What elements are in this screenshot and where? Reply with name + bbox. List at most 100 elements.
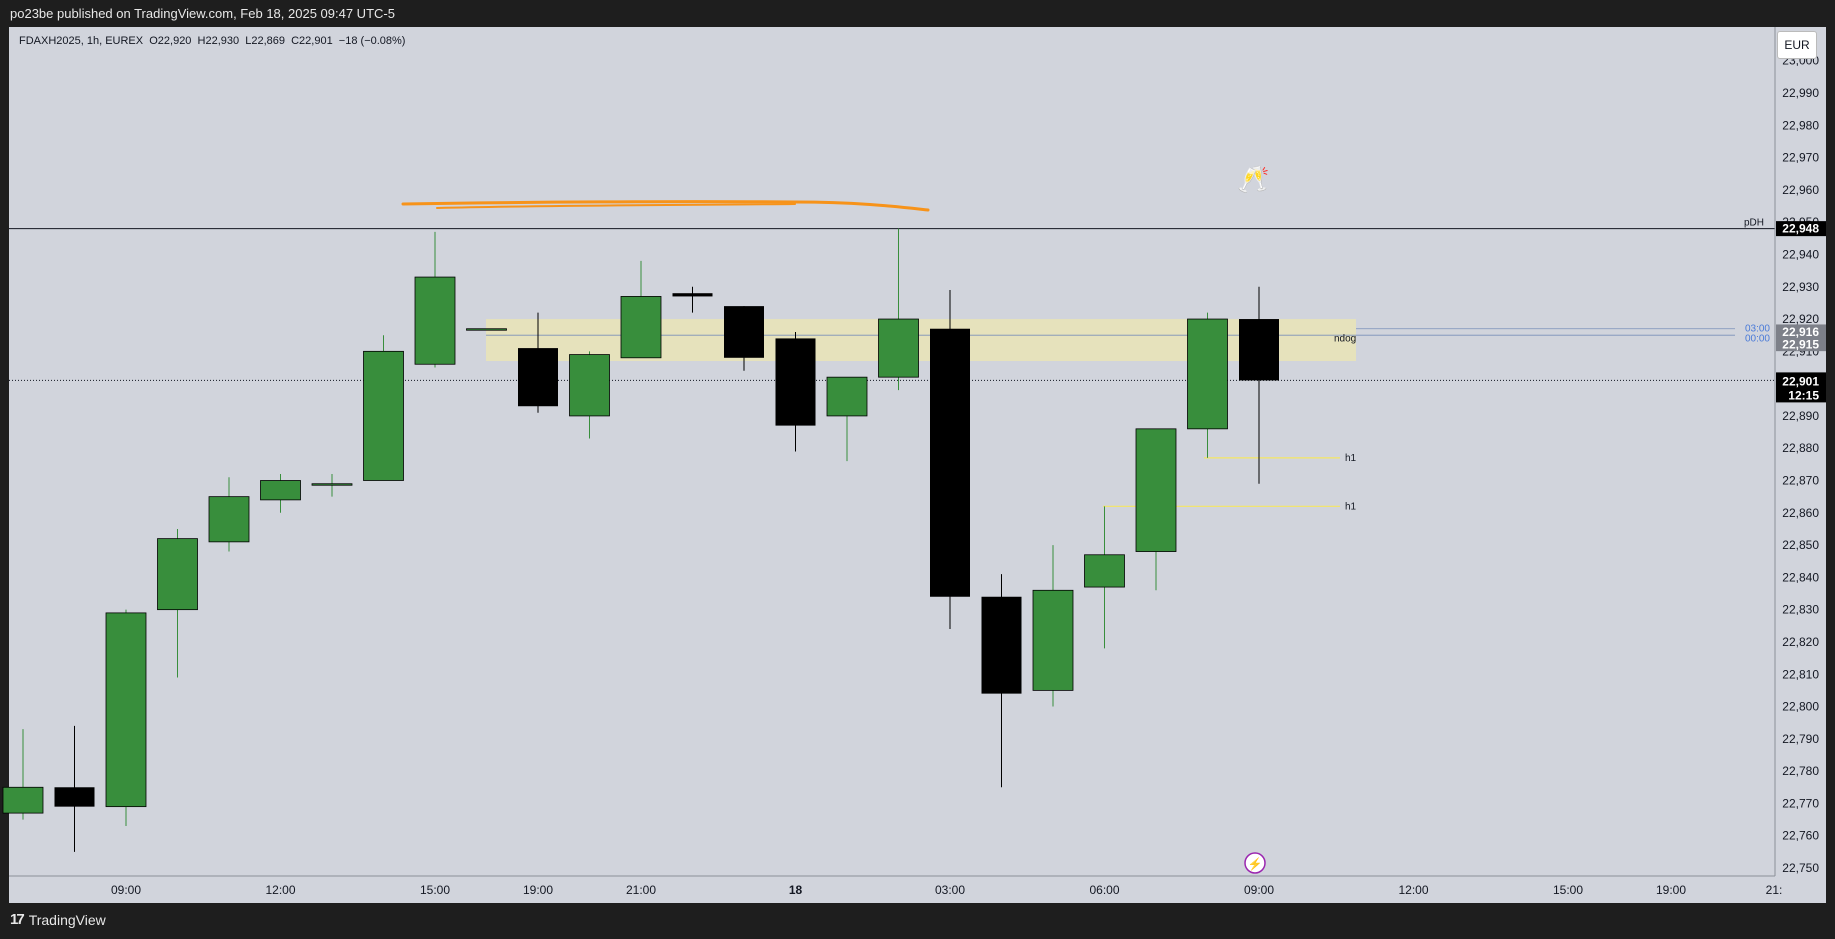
candle-body bbox=[672, 293, 713, 297]
candle bbox=[1135, 428, 1177, 591]
candle bbox=[1084, 506, 1125, 649]
candle-body bbox=[466, 328, 507, 331]
candle-body bbox=[518, 348, 558, 407]
orange-stroke-annotation bbox=[401, 200, 930, 212]
y-tick-label: 22,870 bbox=[1782, 474, 1819, 488]
tradingview-logo-icon: 17 bbox=[10, 911, 25, 928]
candle bbox=[157, 528, 198, 678]
currency-button[interactable]: EUR bbox=[1777, 31, 1817, 59]
candle-body bbox=[775, 338, 816, 426]
y-tick-label: 22,790 bbox=[1782, 732, 1819, 746]
ndog-price-label-2-bg bbox=[1776, 338, 1826, 352]
candle bbox=[930, 289, 970, 630]
x-tick-label: 12:00 bbox=[265, 883, 295, 897]
ndog-price-label: 22,916 bbox=[1782, 325, 1819, 339]
x-tick-label: 09:00 bbox=[111, 883, 141, 897]
y-tick-label: 22,980 bbox=[1782, 118, 1819, 132]
candle-body bbox=[1135, 428, 1177, 552]
x-tick-label: 21:00 bbox=[626, 883, 656, 897]
x-tick-label: 19:00 bbox=[523, 883, 553, 897]
candle bbox=[2, 729, 44, 820]
candle bbox=[518, 312, 558, 413]
ndog-label: ndog bbox=[1334, 333, 1356, 344]
y-tick-label: 22,930 bbox=[1782, 280, 1819, 294]
y-tick-label: 22,840 bbox=[1782, 570, 1819, 584]
ndog-price-label-bg bbox=[1776, 324, 1826, 340]
ndog-time-0000: 00:00 bbox=[1745, 333, 1770, 344]
pdh-price-label: 22,948 bbox=[1782, 222, 1819, 236]
cheers-icon: 🥂 bbox=[1237, 164, 1269, 194]
y-tick-label: 22,800 bbox=[1782, 700, 1819, 714]
pdh-label: pDH bbox=[1744, 218, 1764, 229]
price-axis: 22,750 22,760 22,770 22,780 22,790 22,800 22,8… bbox=[1745, 27, 1826, 876]
lightning-icon bbox=[1244, 852, 1266, 874]
y-tick-label: 22,850 bbox=[1782, 538, 1819, 552]
y-tick-label: 22,750 bbox=[1782, 861, 1819, 875]
countdown-label: 12:15 bbox=[1788, 388, 1819, 402]
candle-body bbox=[208, 496, 250, 543]
y-tick-label: 22,810 bbox=[1782, 667, 1819, 681]
y-tick-label: 22,770 bbox=[1782, 796, 1819, 810]
candle-body bbox=[363, 350, 404, 481]
chart-frame[interactable] bbox=[9, 27, 1826, 903]
annotations-layer: 🥂⚡ bbox=[401, 164, 1269, 874]
candle-body bbox=[878, 318, 919, 378]
candle bbox=[208, 477, 250, 552]
candle bbox=[414, 231, 456, 368]
candle bbox=[620, 260, 662, 359]
ndog-time-0300: 03:00 bbox=[1745, 324, 1770, 335]
candle-body bbox=[260, 480, 301, 501]
candle-body bbox=[311, 483, 353, 486]
candle bbox=[826, 376, 868, 462]
ndog-price-label-2: 22,915 bbox=[1782, 338, 1819, 352]
candle-body bbox=[981, 596, 1022, 694]
candle bbox=[466, 328, 507, 331]
candle bbox=[775, 331, 816, 452]
time-axis: 09:00 12:00 15:00 19:00 21:00 18 03:00 06:00 09:… bbox=[9, 875, 1826, 903]
orange-stroke-annotation-2 bbox=[436, 203, 796, 209]
candle bbox=[260, 474, 301, 513]
published-header: po23be published on TradingView.com, Feb… bbox=[0, 0, 1835, 27]
candle-body bbox=[620, 296, 662, 359]
candle-body bbox=[1032, 589, 1074, 691]
y-tick-label: 22,880 bbox=[1782, 441, 1819, 455]
candle-body bbox=[2, 786, 44, 814]
candle-body bbox=[1187, 318, 1228, 430]
x-tick-label: 18 bbox=[789, 883, 803, 897]
y-tick-label: 22,820 bbox=[1782, 635, 1819, 649]
candle bbox=[105, 609, 147, 827]
candle bbox=[724, 306, 764, 371]
brand-text: TradingView bbox=[28, 911, 106, 928]
candle bbox=[981, 574, 1022, 788]
candle-body bbox=[930, 328, 970, 597]
h1-label-0: h1 bbox=[1345, 453, 1357, 464]
y-tick-label: 22,780 bbox=[1782, 764, 1819, 778]
candle bbox=[1187, 312, 1228, 458]
last-price-bg bbox=[1776, 372, 1826, 403]
y-tick-label: 22,760 bbox=[1782, 829, 1819, 843]
tradingview-logo[interactable]: 17 TradingView bbox=[10, 911, 106, 928]
candle bbox=[672, 286, 713, 313]
candle bbox=[1239, 286, 1279, 484]
y-tick-label: 22,940 bbox=[1782, 247, 1819, 261]
y-tick-label: 22,920 bbox=[1782, 312, 1819, 326]
candle-body bbox=[105, 612, 147, 808]
x-tick-label: 06:00 bbox=[1089, 883, 1119, 897]
candle-body bbox=[724, 306, 764, 358]
y-tick-label: 22,830 bbox=[1782, 603, 1819, 617]
candles-layer bbox=[2, 228, 1279, 852]
y-tick-label: 22,960 bbox=[1782, 183, 1819, 197]
x-tick-label: 03:00 bbox=[935, 883, 965, 897]
x-tick-label: 12:00 bbox=[1398, 883, 1428, 897]
candle bbox=[363, 335, 404, 481]
candle-body bbox=[1084, 554, 1125, 588]
candle bbox=[1032, 545, 1074, 707]
candle-body bbox=[157, 538, 198, 611]
y-tick-label: 22,990 bbox=[1782, 86, 1819, 100]
candle bbox=[569, 351, 610, 439]
x-tick-label: 09:00 bbox=[1244, 883, 1274, 897]
price-axis-bg bbox=[1775, 27, 1826, 876]
time-axis-bg bbox=[9, 877, 1826, 903]
candle-body bbox=[414, 276, 456, 365]
